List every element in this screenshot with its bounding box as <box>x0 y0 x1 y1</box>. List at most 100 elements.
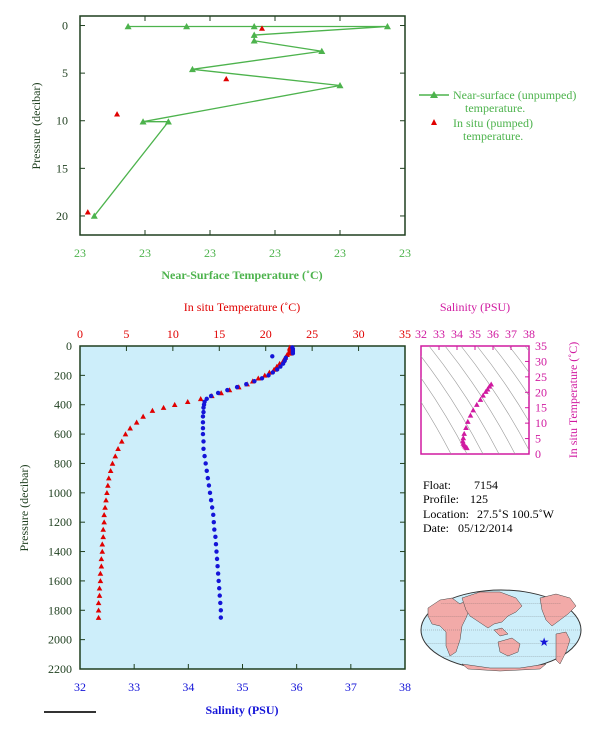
unpumped-point <box>90 212 98 219</box>
map-land <box>427 591 577 672</box>
temperature-point <box>255 375 262 381</box>
salinity-point <box>200 420 206 425</box>
salinity-point <box>204 468 209 473</box>
ts-point <box>460 435 467 441</box>
legend-pumped-marker <box>431 119 437 125</box>
salinity-point <box>201 446 206 451</box>
salinity-point <box>200 426 206 431</box>
ts-point <box>463 424 469 431</box>
salinity-point <box>201 439 206 444</box>
temp-tick-label: 10 <box>167 327 179 341</box>
unpumped-point <box>164 118 172 125</box>
near-surface-ylabel: Pressure (decibar) <box>29 83 43 170</box>
density-contour <box>476 346 529 423</box>
salinity-point <box>270 354 275 359</box>
near-surface-legend: Near-surface (unpumped) temperature. In … <box>419 88 576 143</box>
land-australia <box>497 637 521 657</box>
unpumped-point <box>336 82 344 89</box>
salinity-point <box>208 393 214 399</box>
pressure-tick-label: 1600 <box>48 574 72 588</box>
float-value: 7154 <box>474 478 498 492</box>
temp-tick-label: 35 <box>399 327 411 341</box>
temperature-point <box>103 497 109 503</box>
ts-point <box>483 388 489 394</box>
location-label: Location: <box>423 507 469 521</box>
pumped-point <box>114 111 121 117</box>
ts-temp-tick-label: 5 <box>535 432 541 446</box>
salinity-point <box>217 586 222 591</box>
ts-temp-tick-label: 10 <box>535 416 547 430</box>
ts-marks <box>459 381 494 451</box>
temp-tick-label: 20 <box>260 327 272 341</box>
unpumped-point <box>383 22 391 30</box>
salinity-point <box>208 497 214 503</box>
ts-xlabel: Salinity (PSU) <box>440 300 510 314</box>
density-contour <box>460 346 529 451</box>
unpumped-point <box>188 65 196 73</box>
temperature-point <box>100 534 107 540</box>
salinity-point <box>217 593 222 598</box>
y-tick-label: 10 <box>56 114 68 128</box>
density-contour <box>421 355 484 454</box>
density-contour <box>421 401 452 454</box>
ts-temp-tick-label: 20 <box>535 385 547 399</box>
temperature-point <box>101 519 107 525</box>
y-tick-label: 20 <box>56 209 68 223</box>
ts-point <box>465 418 471 424</box>
temperature-point <box>102 504 108 510</box>
temperature-point <box>96 592 103 598</box>
near-surface-marks <box>84 22 391 219</box>
salinity-point <box>215 564 220 569</box>
near-surface-ticks: 23 23 23 23 23 23 0 5 10 15 20 <box>56 16 411 260</box>
near-surface-frame <box>79 15 406 236</box>
legend-unpumped-marker <box>430 91 438 98</box>
temperature-point <box>261 372 268 378</box>
salinity-point <box>212 527 217 532</box>
sal-tick-label: 36 <box>291 680 303 694</box>
ts-point <box>480 392 486 398</box>
profile-plot: 0 5 10 15 20 25 30 35 32 33 34 35 36 37 38 0 200 400 600 80… <box>17 300 411 717</box>
salinity-point <box>201 405 206 410</box>
map-graticule <box>421 603 581 657</box>
pumped-point <box>223 75 230 82</box>
land-europe-africa <box>427 597 471 657</box>
date-value: 05/12/2014 <box>458 521 513 535</box>
salinity-point <box>270 370 276 375</box>
density-contour <box>492 346 529 397</box>
footer-stamp-mark <box>44 711 96 713</box>
temperature-point <box>140 413 146 419</box>
unpumped-point <box>318 47 326 55</box>
salinity-axis-label: Salinity (PSU) <box>205 703 278 717</box>
ts-frame <box>420 345 530 455</box>
salinity-point <box>214 556 220 562</box>
salinity-point <box>203 461 208 466</box>
salinity-point <box>290 351 296 356</box>
profile-ticks: 0 5 10 15 20 25 30 35 32 33 34 35 36 37 38 0 200 400 600 80… <box>48 327 411 694</box>
salinity-point <box>213 542 219 547</box>
ts-sal-tick-label: 35 <box>469 327 481 341</box>
temperature-point <box>97 570 104 576</box>
pressure-tick-label: 2200 <box>48 662 72 676</box>
temperature-point <box>115 445 121 452</box>
ts-ylabel: In situ Temperature (˚C) <box>566 342 580 459</box>
salinity-point <box>214 549 219 554</box>
ts-point <box>477 396 484 402</box>
sal-tick-label: 32 <box>74 680 86 694</box>
salinity-point <box>211 512 216 518</box>
unpumped-point <box>250 22 258 30</box>
profile-label: Profile: <box>423 492 459 506</box>
salinity-point <box>211 519 216 525</box>
float-label: Float: <box>423 478 451 492</box>
pumped-point <box>259 25 265 31</box>
pressure-tick-label: 600 <box>54 427 72 441</box>
sal-tick-label: 37 <box>345 680 357 694</box>
pressure-tick-label: 400 <box>54 398 72 412</box>
near-surface-xlabel: Near-Surface Temperature (˚C) <box>161 268 322 282</box>
temp-tick-label: 30 <box>353 327 365 341</box>
ts-point <box>474 401 480 407</box>
ts-point <box>464 445 470 451</box>
pressure-tick-label: 200 <box>54 368 72 382</box>
unpumped-point <box>139 118 147 125</box>
ts-density-contours <box>421 346 529 454</box>
